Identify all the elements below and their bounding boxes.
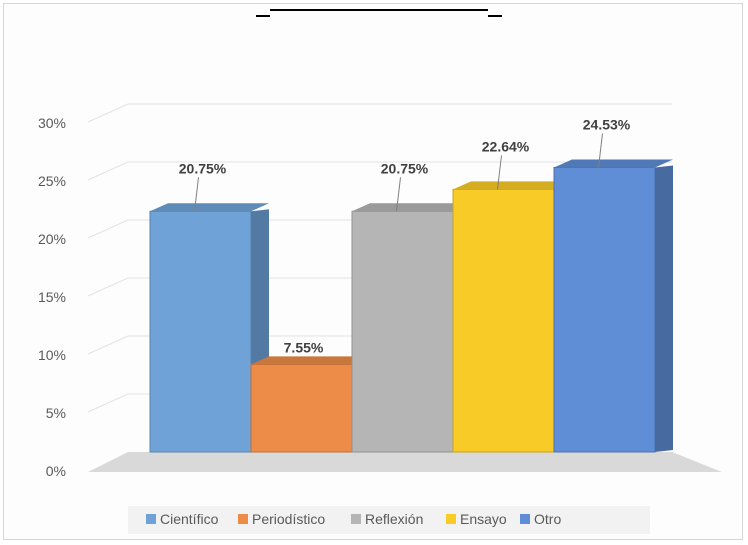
legend-label: Ensayo	[460, 511, 507, 527]
legend-item-ensayo: Ensayo	[446, 511, 507, 527]
data-label-periodistico: 7.55%	[284, 339, 324, 355]
data-labels: 20.75% 7.55% 20.75% 22.64% 24.53%	[179, 116, 631, 355]
y-tick-label: 30%	[38, 115, 66, 131]
legend-swatch	[146, 514, 156, 524]
legend-item-cientifico: Científico	[146, 511, 219, 527]
legend-item-reflexion: Reflexión	[351, 511, 423, 527]
data-label-cientifico: 20.75%	[179, 160, 227, 176]
legend-swatch	[520, 514, 530, 524]
y-tick-label: 10%	[38, 347, 66, 363]
y-axis-ticks: 0% 5% 10% 15% 20% 25% 30%	[38, 115, 66, 479]
leader-line	[598, 133, 603, 168]
gridline	[87, 161, 129, 181]
legend-swatch	[446, 514, 456, 524]
bar-otro	[553, 159, 673, 453]
legend-label: Reflexión	[365, 511, 423, 527]
bars	[149, 159, 673, 453]
chart-title-placeholder	[256, 9, 502, 17]
y-tick-label: 0%	[46, 463, 66, 479]
legend-swatch	[238, 514, 248, 524]
gridline	[87, 103, 129, 123]
y-tick-label: 20%	[38, 231, 66, 247]
legend-label: Periodístico	[252, 511, 325, 527]
bar-cientifico	[149, 203, 269, 453]
gridline	[87, 393, 129, 413]
legend-box	[128, 506, 650, 534]
data-label-ensayo: 22.64%	[482, 138, 530, 154]
chart-floor	[88, 452, 722, 472]
leader-line	[396, 177, 401, 212]
y-tick-label: 15%	[38, 289, 66, 305]
leader-line	[194, 177, 199, 212]
legend-item-periodistico: Periodístico	[238, 511, 325, 527]
legend-item-otro: Otro	[520, 511, 561, 527]
legend-label: Otro	[534, 511, 561, 527]
data-label-otro: 24.53%	[583, 116, 631, 132]
legend-swatch	[351, 514, 361, 524]
y-tick-label: 25%	[38, 173, 66, 189]
legend-label: Científico	[160, 511, 219, 527]
leader-line	[497, 155, 502, 190]
gridline	[87, 335, 129, 355]
y-tick-label: 5%	[46, 405, 66, 421]
data-label-reflexion: 20.75%	[381, 160, 429, 176]
gridline	[87, 219, 129, 239]
gridline	[87, 277, 129, 297]
